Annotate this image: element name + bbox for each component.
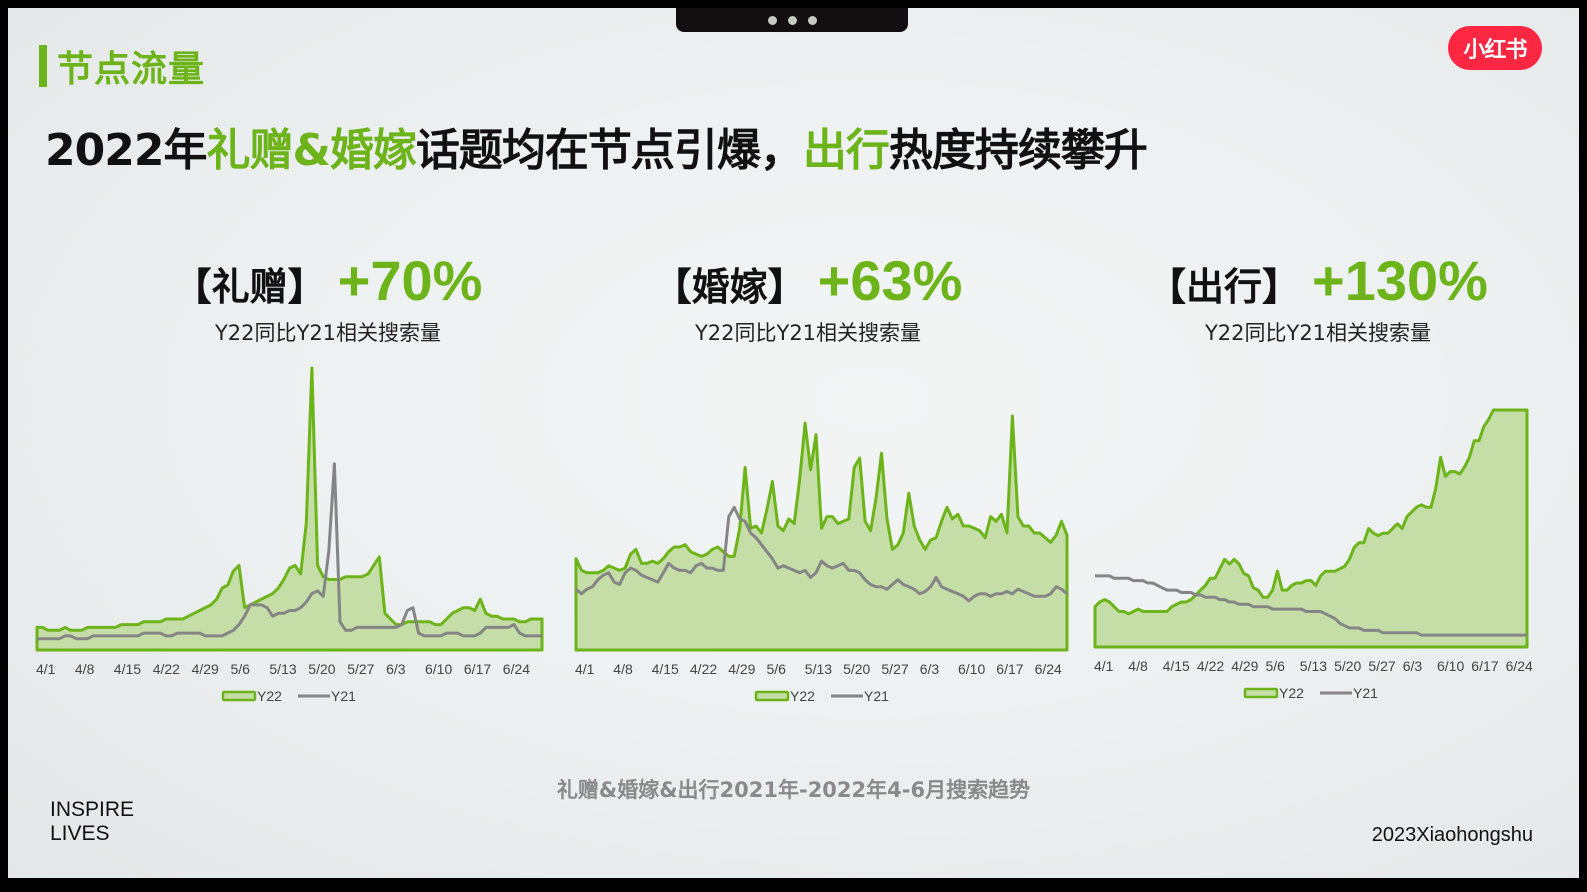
x-tick-label: 4/15 [652, 661, 679, 677]
x-tick-label: 5/6 [231, 661, 251, 677]
x-tick-label: 6/17 [1471, 658, 1498, 674]
x-tick-label: 6/24 [503, 661, 530, 677]
x-tick-label: 4/29 [1231, 658, 1258, 674]
headline-accent-travel: 出行 [802, 125, 890, 176]
kpi-subtitle: Y22同比Y21相关搜索量 [694, 321, 922, 345]
kpi-change: +70% [337, 249, 483, 312]
x-tick-label: 6/3 [920, 661, 940, 677]
page-title: 2022年礼赠&婚嫁话题均在节点引爆，出行热度持续攀升 [45, 114, 1148, 178]
svg-text:Y21: Y21 [1353, 685, 1378, 701]
x-tick-label: 6/17 [996, 661, 1023, 677]
y22-area [574, 414, 1069, 652]
x-tick-label: 4/8 [75, 661, 95, 677]
section-header: 节点流量 [39, 40, 205, 92]
x-tick-label: 6/3 [1403, 658, 1423, 674]
svg-text:Y21: Y21 [864, 688, 889, 704]
chart-legend: Y22 Y21 [1243, 685, 1378, 701]
x-tick-label: 4/1 [575, 661, 595, 677]
kpi-wedding: 【婚嫁】 +63% Y22同比Y21相关搜索量 [638, 248, 978, 347]
brand-slogan: INSPIRE LIVES [50, 798, 134, 846]
section-label: 节点流量 [57, 49, 206, 90]
x-tick-label: 5/20 [308, 661, 335, 677]
x-tick-label: 5/27 [347, 661, 374, 677]
chart-legend: Y22 Y21 [754, 688, 889, 704]
dot-icon [767, 15, 777, 25]
x-tick-label: 4/1 [36, 661, 56, 677]
kpi-category: 【礼赠】 [173, 265, 326, 309]
x-tick-label: 6/3 [386, 661, 406, 677]
headline-part: 话题均在节点引爆， [415, 125, 804, 176]
x-tick-label: 4/22 [690, 661, 717, 677]
x-tick-label: 4/8 [1128, 658, 1148, 674]
x-tick-label: 4/22 [153, 661, 180, 677]
x-tick-label: 4/29 [728, 661, 755, 677]
xiaohongshu-logo: 小红书 [1448, 26, 1542, 70]
y21-line [575, 505, 1068, 603]
dot-icon [787, 15, 797, 25]
x-tick-label: 6/17 [464, 661, 491, 677]
chart-caption: 礼赠&婚嫁&出行2021年-2022年4-6月搜索趋势 [556, 778, 1031, 802]
x-tick-label: 4/8 [613, 661, 633, 677]
y22-area [1093, 408, 1529, 649]
x-tick-label: 5/13 [1300, 658, 1327, 674]
x-tick-label: 4/15 [114, 661, 141, 677]
x-tick-label: 4/29 [192, 661, 219, 677]
kpi-subtitle: Y22同比Y21相关搜索量 [214, 321, 442, 345]
headline-part: 热度持续攀升 [888, 125, 1148, 176]
copyright: 2023Xiaohongshu [1371, 824, 1533, 846]
headline-accent-gift-wedding: 礼赠&婚嫁 [206, 125, 416, 176]
kpi-subtitle: Y22同比Y21相关搜索量 [1204, 321, 1432, 345]
y22-area [35, 366, 544, 652]
x-tick-label: 6/10 [425, 661, 452, 677]
x-tick-label: 6/10 [958, 661, 985, 677]
charts-canvas: 4/1 4/8 4/15 4/22 4/29 5/6 5/13 5/20 5/27 6/3 6/10… [35, 366, 1533, 704]
chart-gift: 4/1 4/8 4/15 4/22 4/29 5/6 5/13 5/20 5/27 6/3 6/10… [35, 366, 544, 704]
x-tick-label: 5/6 [1266, 658, 1286, 674]
x-tick-label: 6/24 [1035, 661, 1062, 677]
chart-wedding: 4/1 4/8 4/15 4/22 4/29 5/6 5/13 5/20 5/27 6/3 6/10… [574, 414, 1069, 704]
x-tick-label: 5/27 [881, 661, 908, 677]
x-tick-label: 5/27 [1368, 658, 1395, 674]
x-tick-label: 4/1 [1094, 658, 1114, 674]
chart-travel: 4/1 4/8 4/15 4/22 4/29 5/6 5/13 5/20 5/27 6/3 6/10… [1093, 408, 1533, 701]
y21-line [37, 462, 542, 641]
kpi-category: 【出行】 [1148, 265, 1301, 309]
kpi-change: +130% [1312, 249, 1488, 312]
x-tick-label: 5/13 [805, 661, 832, 677]
window-control-notch[interactable] [676, 8, 908, 32]
x-tick-label: 6/10 [1437, 658, 1464, 674]
kpi-gift: 【礼赠】 +70% Y22同比Y21相关搜索量 [158, 248, 498, 347]
x-tick-label: 6/24 [1506, 658, 1533, 674]
dot-icon [807, 15, 817, 25]
svg-text:Y21: Y21 [331, 688, 356, 704]
brand-line-2: LIVES [50, 822, 110, 845]
slide: 节点流量 小红书 2022年礼赠&婚嫁话题均在节点引爆，出行热度持续攀升 【礼赠… [8, 8, 1579, 878]
x-tick-label: 5/20 [1334, 658, 1361, 674]
kpi-category: 【婚嫁】 [653, 265, 806, 309]
accent-bar [39, 45, 47, 87]
x-tick-label: 5/13 [269, 661, 296, 677]
x-tick-label: 4/22 [1197, 658, 1224, 674]
kpi-travel: 【出行】 +130% Y22同比Y21相关搜索量 [1138, 248, 1498, 347]
chart-legend: Y22 Y21 [221, 688, 356, 704]
x-tick-label: 4/15 [1163, 658, 1190, 674]
svg-text:Y22: Y22 [790, 688, 815, 704]
svg-text:Y22: Y22 [1279, 685, 1304, 701]
headline-part: 2022年 [45, 125, 207, 176]
brand-line-1: INSPIRE [50, 798, 135, 821]
svg-text:Y22: Y22 [257, 688, 282, 704]
y21-line [1095, 574, 1527, 637]
kpi-change: +63% [817, 249, 963, 312]
x-tick-label: 5/6 [767, 661, 787, 677]
x-tick-label: 5/20 [843, 661, 870, 677]
